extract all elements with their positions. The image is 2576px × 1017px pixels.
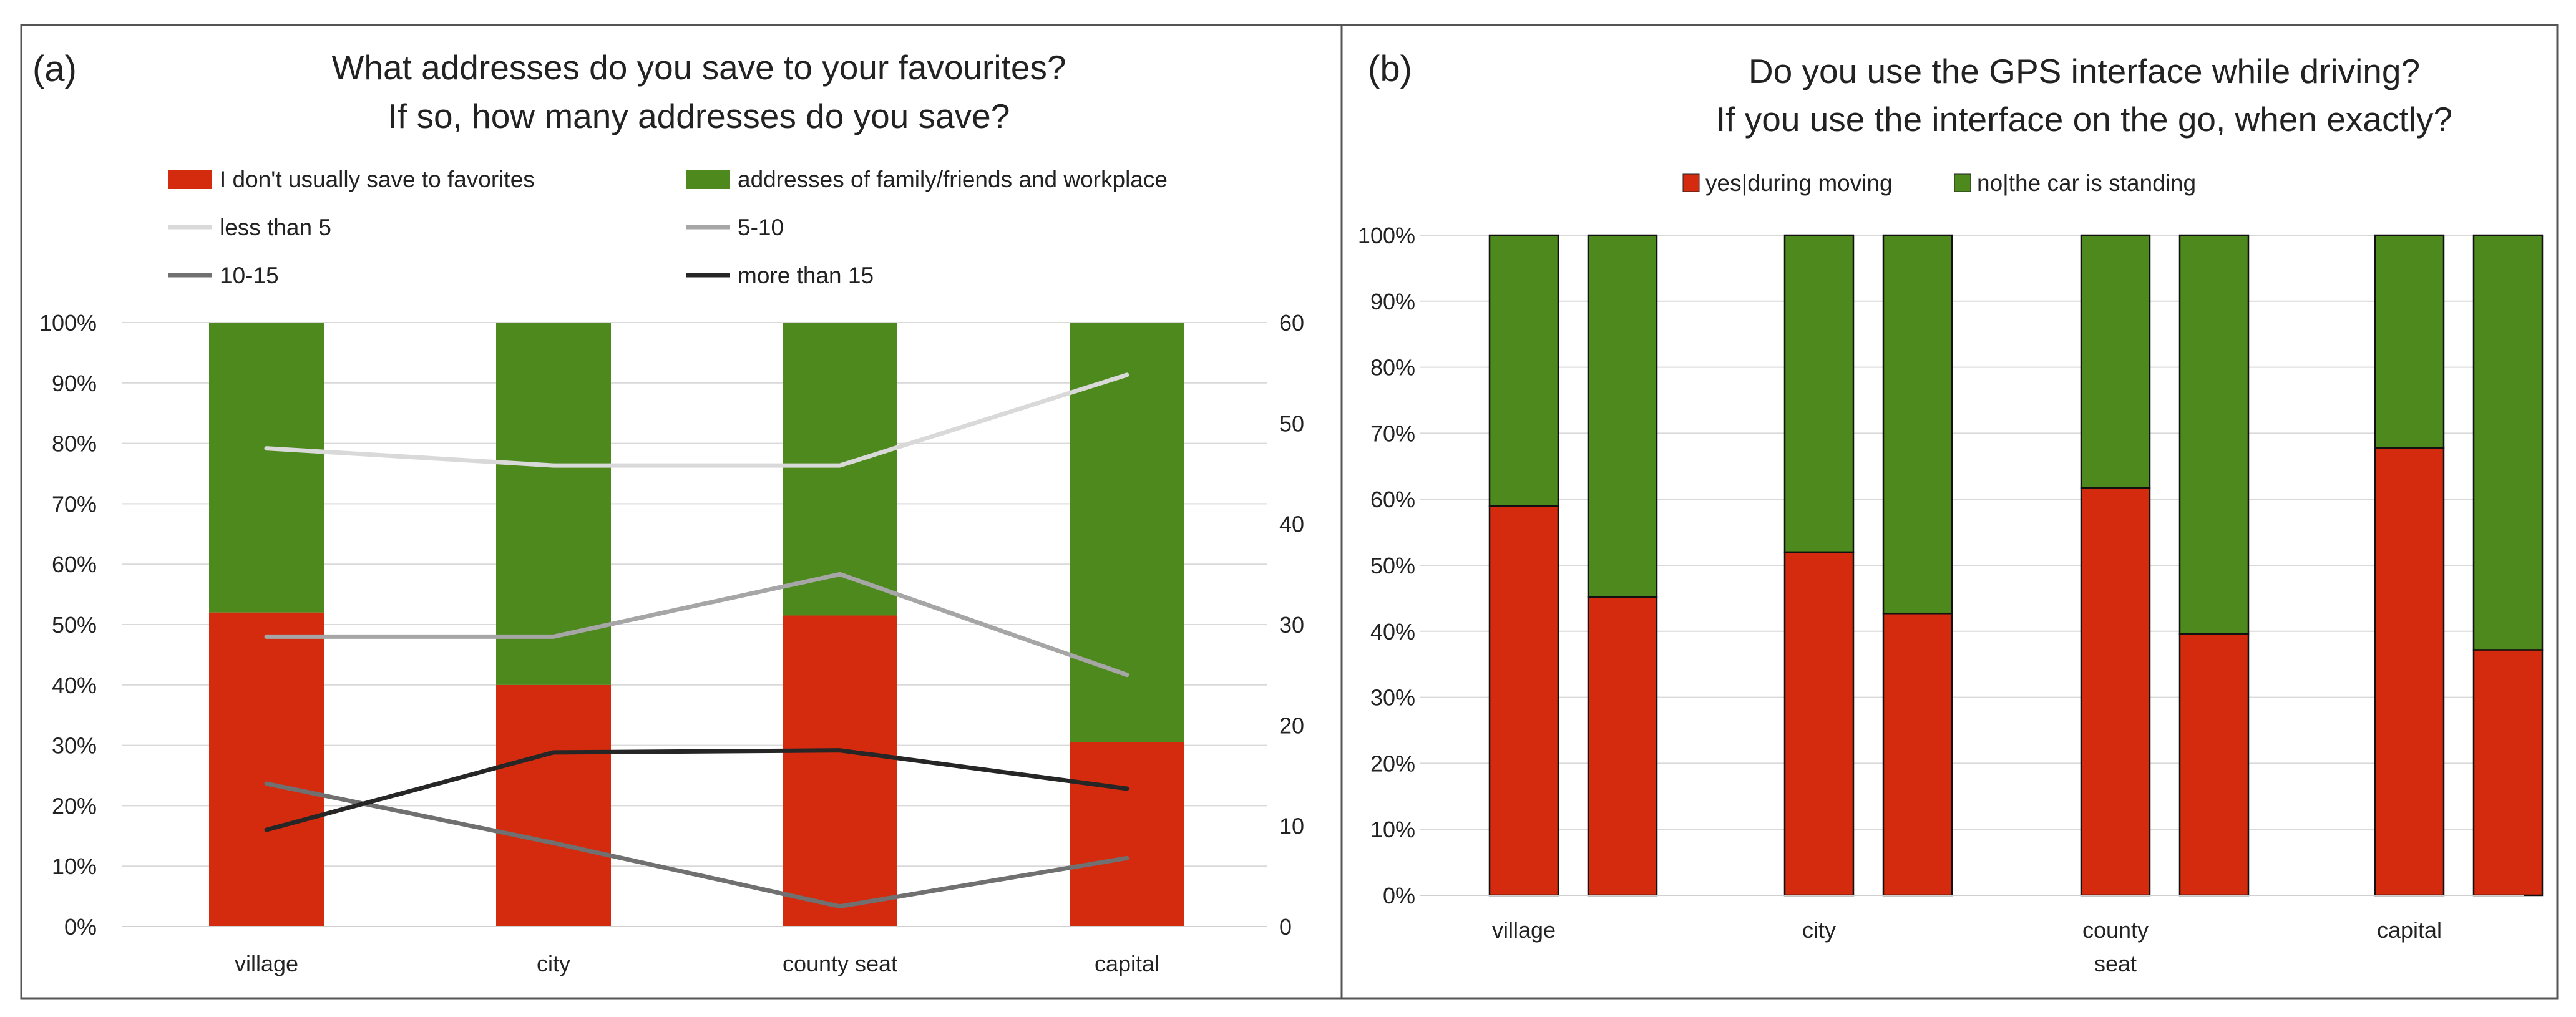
panel-a-label: (a) <box>32 49 77 89</box>
legend-label: addresses of family/friends and workplac… <box>738 167 1168 192</box>
bar-segment-car-standing <box>2080 234 2151 489</box>
x-tick-label: county <box>2082 917 2149 943</box>
line-series-2 <box>264 572 1129 678</box>
y-tick-label: 40% <box>1370 619 1415 645</box>
x-tick-label: capital <box>1095 951 1159 976</box>
legend-swatch <box>168 170 212 189</box>
y-tick-label: 40% <box>52 673 97 698</box>
bar-segment-car-standing <box>1882 234 1953 615</box>
line-series-3 <box>264 781 1129 909</box>
y-tick-label: 0% <box>1383 883 1415 908</box>
bar-segment-car-standing <box>2472 234 2544 651</box>
x-tick-label: city <box>1802 917 1836 943</box>
panel-b-title-line-1: Do you use the GPS interface while drivi… <box>1749 52 2420 90</box>
bar-segment-no-favorites <box>496 684 611 927</box>
y-tick-label: 0% <box>64 914 97 940</box>
y-tick-label: 100% <box>39 310 97 336</box>
bar-segment-during-moving <box>2472 649 2544 897</box>
y-tick-label: 90% <box>1370 289 1415 314</box>
y-tick-label: 10% <box>52 854 97 879</box>
legend-swatch <box>1954 173 1971 192</box>
legend-swatch <box>1682 173 1700 192</box>
bar-segment-during-moving <box>2080 487 2151 897</box>
y-tick-label: 20% <box>52 793 97 819</box>
bar-segment-family-friends-workplace <box>496 323 611 685</box>
bar-segment-during-moving <box>2374 447 2445 897</box>
y2-tick-label: 30 <box>1279 612 1304 638</box>
figure-border <box>20 24 2559 1000</box>
panel-a-axes: 0% 10% 20% 30% 40% 50% 60% 70% 80% 90% 100% 0 10 20 30… <box>39 310 1304 976</box>
x-tick-label: city <box>537 951 570 976</box>
legend-label: 5-10 <box>738 215 784 240</box>
legend-label: more than 15 <box>738 263 874 288</box>
legend-label: yes|during moving <box>1705 170 1893 196</box>
y-tick-label: 70% <box>52 491 97 517</box>
y2-tick-label: 20 <box>1279 713 1304 738</box>
panel-a: (a) What addresses do you save to your f… <box>32 48 1304 976</box>
line-series-4 <box>264 748 1129 832</box>
bar-segment-car-standing <box>2178 234 2250 635</box>
panel-b: (b) Do you use the GPS interface while d… <box>1358 49 2544 976</box>
bar-segment-family-friends-workplace <box>783 323 897 616</box>
bar-segment-car-standing <box>1587 234 1658 598</box>
bar-segment-during-moving <box>1488 505 1559 897</box>
y-tick-label: 70% <box>1370 421 1415 446</box>
y-tick-label: 30% <box>52 733 97 759</box>
y2-tick-label: 60 <box>1279 310 1304 336</box>
y-tick-label: 10% <box>1370 817 1415 842</box>
panel-b-label: (b) <box>1368 49 1412 89</box>
bar-segment-no-favorites <box>1070 742 1184 927</box>
legend-label: 10-15 <box>220 263 279 288</box>
panel-b-legend: yes|during moving no|the car is standing <box>1682 170 2196 196</box>
legend-swatch <box>686 170 730 189</box>
bar-segment-family-friends-workplace <box>1070 323 1184 742</box>
bar-segment-during-moving <box>1587 596 1658 897</box>
panel-a-title-line-1: What addresses do you save to your favou… <box>331 48 1066 87</box>
panel-b-axes: 0% 10% 20% 30% 40% 50% 60% 70% 80% 90% 100% village… <box>1358 223 2524 976</box>
bar-segment-during-moving <box>1882 612 1953 897</box>
bar-segment-car-standing <box>1488 234 1559 507</box>
y-tick-label: 80% <box>52 431 97 457</box>
bar-segment-no-favorites <box>209 612 324 927</box>
y2-tick-label: 40 <box>1279 512 1304 537</box>
panel-a-lines <box>264 372 1129 909</box>
y-tick-label: 60% <box>52 552 97 577</box>
legend-label: no|the car is standing <box>1977 170 2196 196</box>
x-tick-label: village <box>1492 917 1556 943</box>
panel-a-bars <box>209 323 1184 927</box>
bar-segment-family-friends-workplace <box>209 323 324 613</box>
bar-segment-no-favorites <box>783 615 897 927</box>
legend-label: less than 5 <box>220 215 331 240</box>
y-tick-label: 20% <box>1370 751 1415 776</box>
y-tick-label: 60% <box>1370 487 1415 512</box>
panel-b-bars <box>1488 234 2544 897</box>
y2-tick-label: 10 <box>1279 814 1304 839</box>
panel-a-title-line-2: If so, how many addresses do you save? <box>388 97 1010 135</box>
x-tick-label: county seat <box>783 951 897 976</box>
bar-segment-during-moving <box>1783 551 1855 897</box>
bar-segment-car-standing <box>2374 234 2445 449</box>
x-tick-label: village <box>235 951 298 976</box>
y-tick-label: 100% <box>1358 223 1415 248</box>
x-tick-label: seat <box>2094 951 2137 976</box>
y-tick-label: 50% <box>52 612 97 638</box>
x-tick-label: capital <box>2377 917 2442 943</box>
y2-tick-label: 0 <box>1279 914 1292 940</box>
y2-tick-label: 50 <box>1279 411 1304 436</box>
y-tick-label: 90% <box>52 371 97 396</box>
y-tick-label: 30% <box>1370 685 1415 711</box>
y-tick-label: 80% <box>1370 355 1415 381</box>
line-series-1 <box>264 372 1129 468</box>
bar-segment-car-standing <box>1783 234 1855 553</box>
panel-a-legend: I don't usually save to favorites address… <box>168 167 1168 288</box>
y-tick-label: 50% <box>1370 553 1415 578</box>
bar-segment-during-moving <box>2178 633 2250 897</box>
panel-b-title-line-2: If you use the interface on the go, when… <box>1716 100 2452 139</box>
legend-label: I don't usually save to favorites <box>220 167 535 192</box>
